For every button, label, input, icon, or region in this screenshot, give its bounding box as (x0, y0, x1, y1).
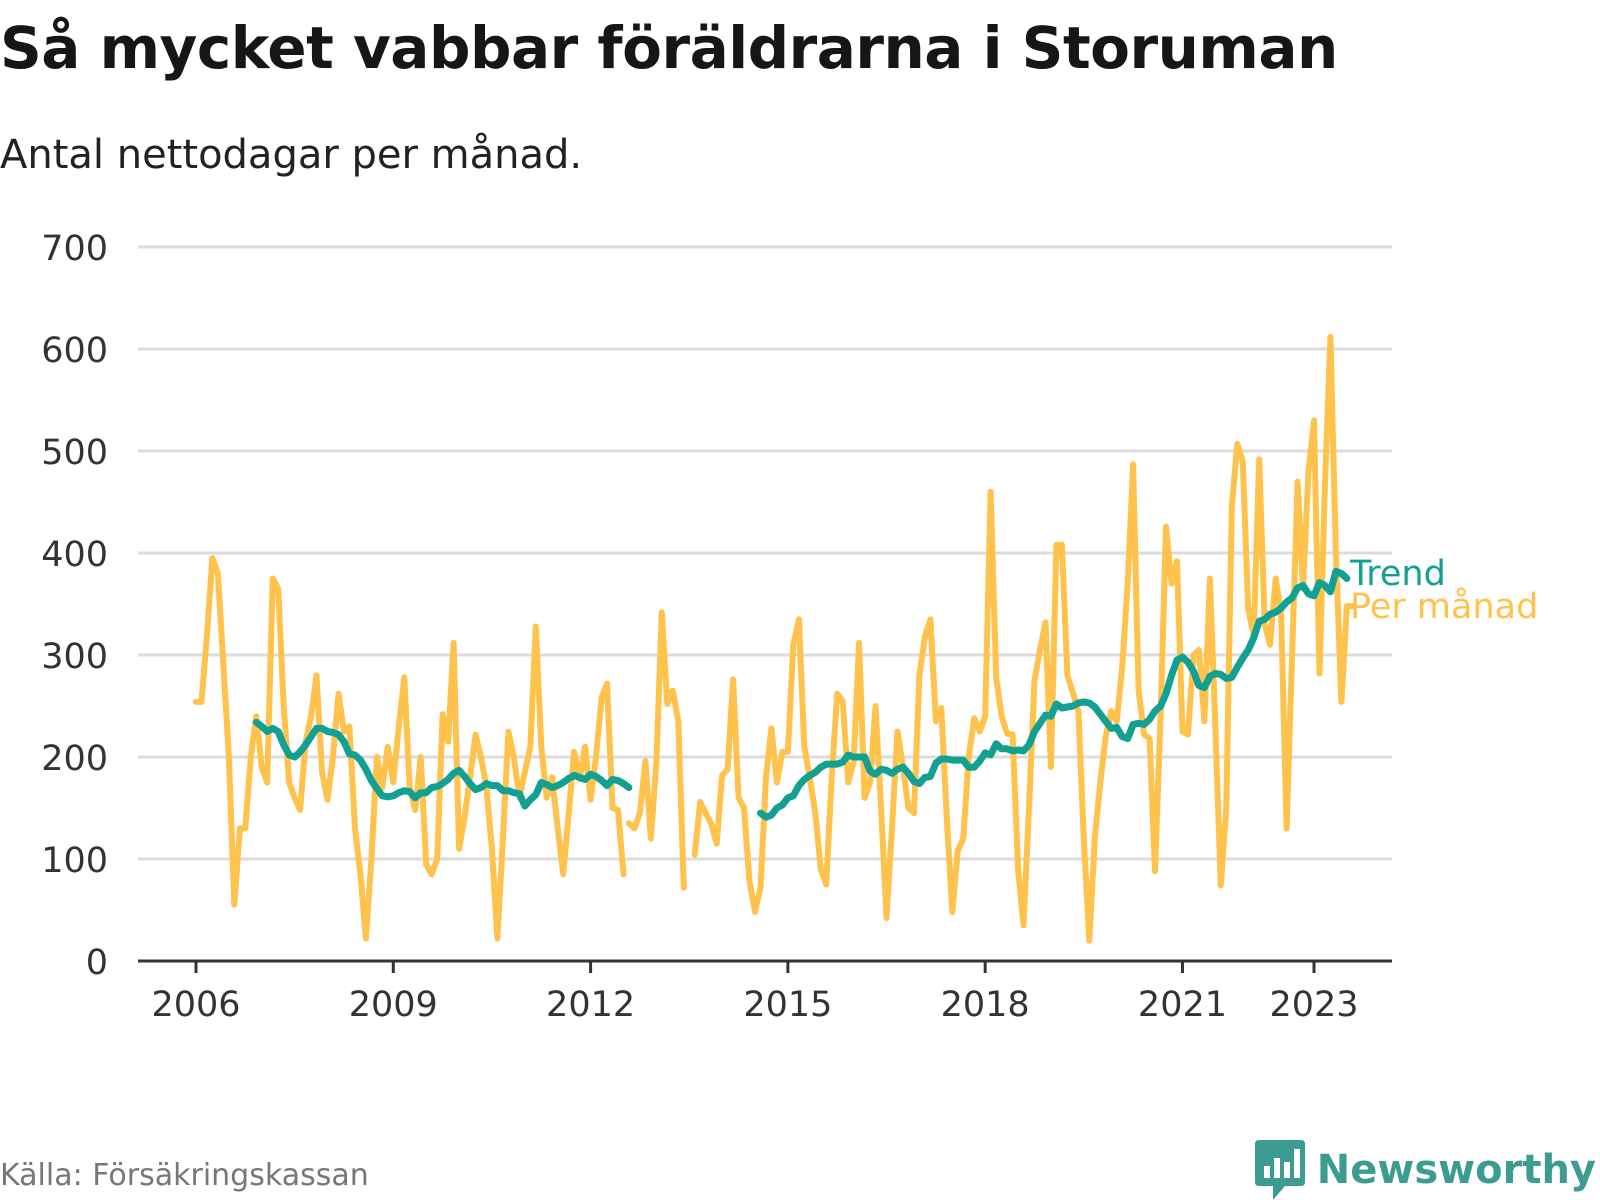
y-axis-tick-labels: 0 100 200 300 400 500 600 700 (41, 229, 108, 983)
bar-chart-speech-bubble-icon (1254, 1140, 1305, 1200)
series-line-per-manad-segment-3 (691, 333, 1356, 944)
y-tick-label-0: 0 (86, 943, 108, 983)
series-label-per-manad: Per månad (1350, 586, 1538, 627)
x-axis (138, 959, 1392, 973)
x-axis-tick-labels: 2006 2009 2012 2015 2018 2021 2023 (151, 985, 1358, 1025)
y-tick-label-300: 300 (41, 637, 108, 677)
chart-subtitle: Antal nettodagar per månad. (0, 132, 583, 178)
x-tick-label-2018: 2018 (941, 985, 1030, 1025)
series-lines (193, 333, 1356, 944)
series-line-trend-segment-1 (252, 718, 633, 810)
source-note: Källa: Försäkringskassan (0, 1158, 369, 1193)
series-label-trend: Trend (1349, 554, 1446, 594)
y-tick-label-100: 100 (41, 841, 108, 881)
x-tick-label-2012: 2012 (546, 985, 635, 1025)
y-tick-label-200: 200 (41, 739, 108, 779)
x-tick-label-2006: 2006 (151, 985, 240, 1025)
page-title: Så mycket vabbar föräldrarna i Storuman (0, 14, 1338, 82)
x-tick-label-2015: 2015 (743, 985, 832, 1025)
y-tick-label-600: 600 (41, 331, 108, 371)
series-line-trend-segment-2 (757, 567, 1351, 821)
brand-name: Newsworthy (1316, 1147, 1596, 1193)
brand-logo: Newsworthy (1254, 1140, 1596, 1200)
x-tick-label-2023: 2023 (1269, 985, 1358, 1025)
y-tick-label-500: 500 (41, 433, 108, 473)
series-line-per-manad-segment-1 (193, 555, 627, 942)
series-line-per-manad-segment-2 (625, 609, 687, 891)
y-tick-label-700: 700 (41, 229, 108, 269)
x-tick-label-2009: 2009 (349, 985, 438, 1025)
x-tick-label-2021: 2021 (1138, 985, 1227, 1025)
y-tick-label-400: 400 (41, 535, 108, 575)
